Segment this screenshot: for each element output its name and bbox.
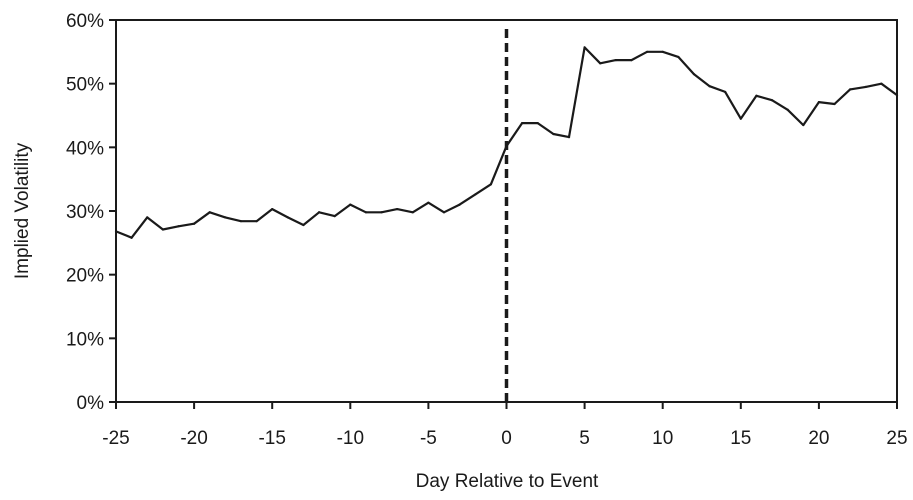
x-tick-label: -25 — [102, 428, 129, 449]
x-tick-label: -10 — [337, 428, 364, 449]
x-axis-title: Day Relative to Event — [416, 471, 599, 492]
y-tick-label: 10% — [66, 329, 104, 350]
data-point — [521, 122, 524, 125]
data-point — [567, 136, 571, 139]
x-tick-label: 20 — [808, 428, 829, 449]
data-point — [677, 55, 680, 59]
x-tick-label: 5 — [579, 428, 590, 449]
x-tick-label: 25 — [886, 428, 907, 449]
data-point — [645, 50, 649, 53]
data-point — [380, 211, 383, 214]
data-point — [411, 211, 414, 214]
data-point — [114, 230, 118, 233]
y-tick-label: 40% — [66, 138, 104, 159]
x-axis: -25 -20 -15 -10 -5 0 5 10 15 20 25 — [102, 402, 908, 449]
data-point — [552, 132, 555, 136]
data-point — [317, 211, 321, 214]
data-point — [786, 108, 789, 111]
data-point — [802, 123, 805, 127]
data-point — [489, 183, 492, 186]
data-point — [364, 211, 368, 214]
data-point — [271, 207, 274, 211]
x-tick-label: 10 — [652, 428, 673, 449]
x-tick-label: -20 — [180, 428, 207, 449]
x-tick-label: -5 — [420, 428, 437, 449]
data-point — [864, 85, 867, 88]
data-point — [442, 211, 446, 214]
data-point — [302, 223, 305, 227]
data-point — [349, 203, 352, 206]
data-point — [895, 94, 899, 97]
data-point — [583, 46, 586, 49]
data-point — [833, 102, 836, 106]
data-point — [130, 236, 133, 239]
y-tick-label: 0% — [77, 393, 105, 414]
data-point — [739, 117, 742, 120]
data-point — [536, 122, 539, 125]
data-point — [286, 216, 289, 219]
data-point — [817, 101, 821, 104]
data-point — [161, 228, 164, 231]
data-point — [849, 88, 852, 91]
y-tick-label: 30% — [66, 202, 104, 223]
data-point — [427, 201, 430, 204]
data-point — [770, 99, 774, 102]
x-tick-label: -15 — [258, 428, 285, 449]
data-point — [208, 211, 211, 214]
y-tick-label: 20% — [66, 266, 104, 287]
y-axis-title: Implied Volatility — [12, 142, 33, 279]
data-point — [755, 94, 758, 97]
data-point — [599, 62, 602, 65]
data-point — [724, 90, 727, 94]
series-layer — [114, 46, 899, 239]
x-tick-label: 0 — [501, 428, 512, 449]
y-tick-label: 50% — [66, 75, 104, 96]
data-point — [255, 220, 258, 223]
x-tick-label: 15 — [730, 428, 751, 449]
data-point — [239, 220, 243, 223]
data-point — [193, 222, 196, 225]
data-point — [692, 73, 696, 76]
data-point — [630, 59, 633, 62]
data-point — [224, 216, 227, 219]
data-point — [505, 144, 508, 148]
data-point — [708, 85, 711, 88]
y-tick-label: 60% — [66, 11, 104, 32]
data-point — [333, 214, 336, 218]
data-point — [458, 203, 461, 206]
data-point — [146, 216, 149, 219]
data-point — [396, 207, 399, 211]
data-point — [614, 59, 617, 62]
data-point — [661, 50, 664, 53]
data-point — [880, 82, 883, 85]
data-point — [177, 225, 180, 228]
y-axis: 0% 10% 20% 30% 40% 50% 60% — [66, 11, 116, 414]
data-point — [474, 193, 477, 196]
